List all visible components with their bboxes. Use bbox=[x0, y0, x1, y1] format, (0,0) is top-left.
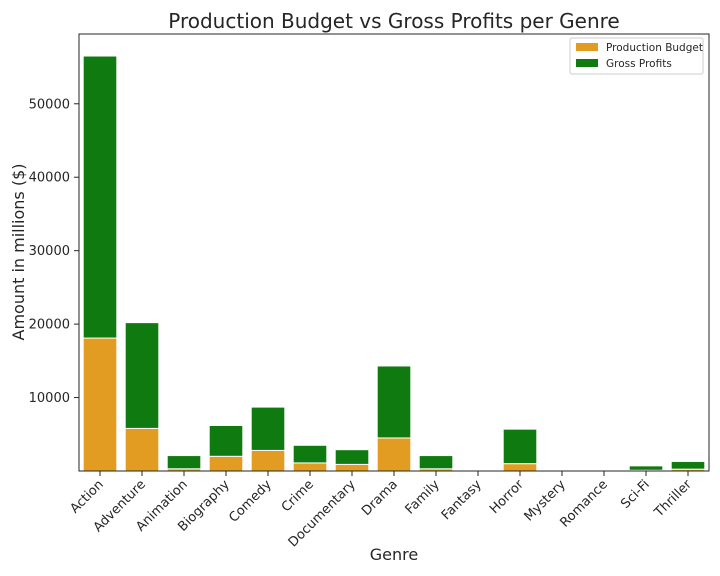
bar-gross-sci-fi bbox=[628, 465, 664, 471]
y-tick-label: 40000 bbox=[29, 171, 70, 186]
x-axis-label: Genre bbox=[370, 545, 418, 564]
y-tick-label: 20000 bbox=[29, 318, 70, 333]
x-tick-label: Fantasy bbox=[439, 477, 485, 523]
legend-box bbox=[569, 37, 704, 75]
legend: Production Budget Gross Profits bbox=[569, 37, 704, 75]
bar-budget-crime bbox=[292, 462, 328, 472]
legend-label-budget: Production Budget bbox=[606, 42, 703, 54]
x-tick-label: Family bbox=[403, 477, 443, 517]
x-tick-label: Action bbox=[67, 477, 106, 516]
bar-budget-documentary bbox=[334, 463, 370, 472]
legend-label-gross: Gross Profits bbox=[606, 58, 672, 70]
legend-swatch-gross bbox=[576, 59, 598, 67]
bar-gross-animation bbox=[166, 455, 202, 470]
legend-swatch-budget bbox=[576, 43, 598, 51]
bar-gross-crime bbox=[292, 444, 328, 464]
y-axis-label: Amount in millions ($) bbox=[9, 163, 28, 340]
y-tick-label: 10000 bbox=[29, 391, 70, 406]
bar-budget-adventure bbox=[124, 427, 160, 472]
bar-budget-action bbox=[82, 337, 118, 472]
bar-budget-comedy bbox=[250, 449, 286, 472]
bar-gross-family bbox=[418, 455, 454, 470]
bar-budget-horror bbox=[502, 463, 538, 472]
plot-frame bbox=[78, 33, 710, 472]
x-tick-label: Thriller bbox=[651, 477, 695, 521]
bar-gross-horror bbox=[502, 428, 538, 465]
x-tick-label: Sci-Fi bbox=[618, 477, 653, 512]
bar-gross-thriller bbox=[670, 460, 706, 470]
x-tick-label: Horror bbox=[487, 477, 527, 517]
y-axis: 10000 20000 30000 40000 50000 bbox=[29, 97, 79, 406]
x-tick-label: Crime bbox=[279, 477, 317, 515]
chart-title: Production Budget vs Gross Profits per G… bbox=[168, 9, 619, 33]
y-tick-label: 50000 bbox=[29, 97, 70, 112]
y-tick-label: 30000 bbox=[29, 244, 70, 259]
bar-gross-adventure bbox=[124, 322, 160, 429]
bar-budget-drama bbox=[376, 437, 412, 472]
x-tick-label: Drama bbox=[359, 477, 401, 519]
bar-budget-biography bbox=[208, 455, 244, 472]
bar-gross-comedy bbox=[250, 406, 286, 451]
x-tick-label: Comedy bbox=[226, 477, 275, 526]
bar-gross-action bbox=[82, 55, 118, 339]
plot-area bbox=[82, 55, 706, 472]
bar-gross-biography bbox=[208, 424, 244, 457]
bar-gross-documentary bbox=[334, 449, 370, 465]
bar-gross-drama bbox=[376, 365, 412, 439]
